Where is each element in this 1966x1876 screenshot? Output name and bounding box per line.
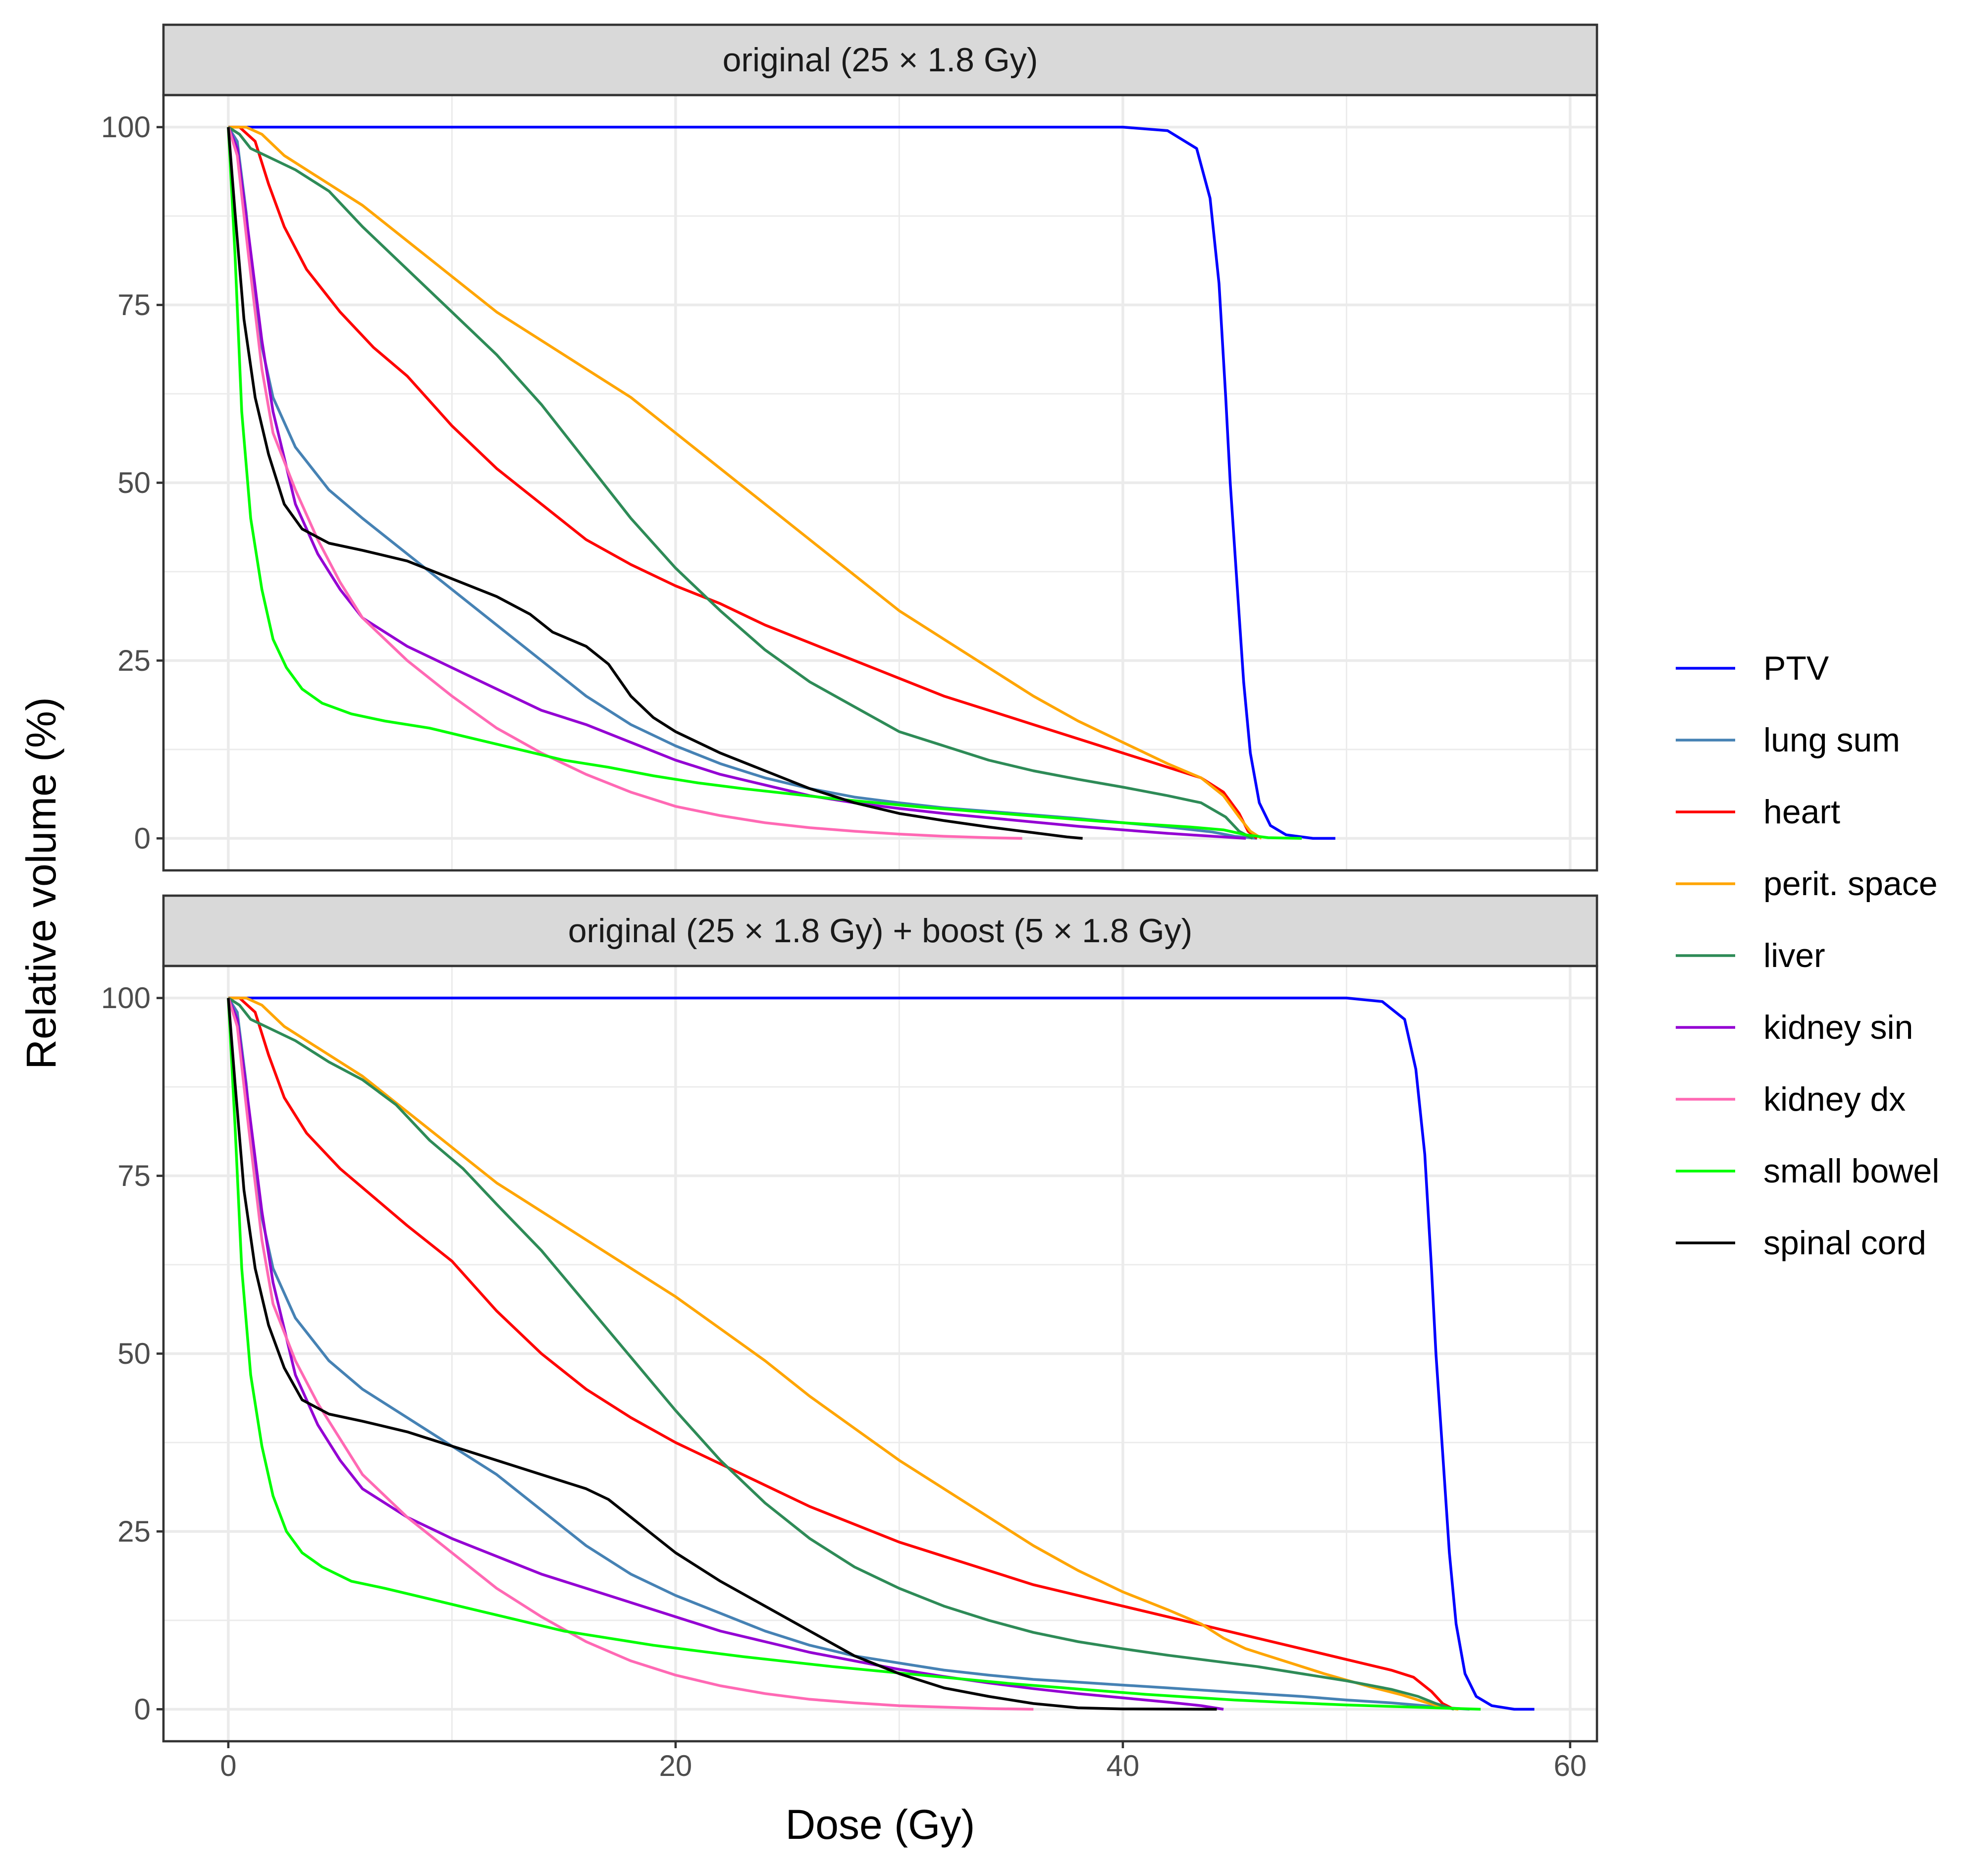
panel-strip [162,894,1598,967]
y-axis: 0 25 50 75 100 [101,110,163,855]
x-tick-label: 60 [1553,1749,1587,1782]
y-tick-label: 0 [134,1693,151,1726]
y-axis-title: Relative volume (%) [18,697,64,1070]
grid [163,966,1597,1741]
series-line-kidney-dx [227,126,1022,840]
legend-label-perit-space: perit. space [1763,865,1938,903]
y-axis: 0 25 50 75 100 [101,981,163,1726]
series-line-heart [228,996,1455,1711]
y-tick-label: 75 [117,1159,151,1192]
series-line-liver [227,997,1454,1711]
series-line-ptv [228,125,1335,840]
x-axis: 0 20 40 60 [220,1741,1587,1782]
legend-label-lung-sum: lung sum [1763,721,1900,759]
series-line-spinal-cord [227,998,1217,1711]
y-tick-label: 50 [117,1337,151,1370]
x-axis-title: Dose (Gy) [786,1801,975,1848]
y-tick-label: 50 [117,466,151,499]
legend-label-small-bowel: small bowel [1763,1152,1939,1190]
series-line-heart [228,125,1258,840]
panel-strip [162,23,1598,97]
series-line-ptv [228,996,1535,1711]
legend-label-kidney-sin: kidney sin [1763,1009,1913,1046]
series-line-perit-space [228,996,1459,1711]
x-tick-label: 40 [1106,1749,1139,1782]
series-line-liver [227,126,1253,840]
x-tick-label: 20 [659,1749,692,1782]
series-line-perit-space [228,125,1263,840]
panel-title: original (25 × 1.8 Gy) + boost (5 × 1.8 … [568,912,1193,950]
x-tick-label: 0 [220,1749,236,1782]
series-lines [227,125,1335,840]
y-tick-label: 100 [101,981,151,1015]
legend-label-spinal-cord: spinal cord [1763,1224,1926,1262]
legend-label-kidney-dx: kidney dx [1763,1080,1906,1118]
y-tick-label: 0 [134,822,151,855]
panel-original: original (25 × 1.8 Gy) 0 25 50 75 100 [101,23,1598,872]
series-line-lung-sum [227,997,1470,1711]
legend-label-heart: heart [1763,793,1840,831]
series-line-kidney-dx [227,997,1034,1711]
panel-boost: original (25 × 1.8 Gy) + boost (5 × 1.8 … [101,894,1598,1743]
legend-label-ptv: PTV [1763,649,1829,687]
series-line-spinal-cord [227,127,1083,840]
legend-label-liver: liver [1763,937,1825,974]
series-lines [227,996,1535,1711]
y-tick-label: 75 [117,288,151,322]
y-tick-label: 100 [101,110,151,144]
y-tick-label: 25 [117,644,151,677]
series-line-small-bowel [227,998,1481,1711]
y-tick-label: 25 [117,1515,151,1548]
panel-title: original (25 × 1.8 Gy) [723,41,1038,79]
series-line-small-bowel [227,127,1302,840]
legend: PTV lung sum heart perit. space liver kidney … [1676,649,1939,1262]
